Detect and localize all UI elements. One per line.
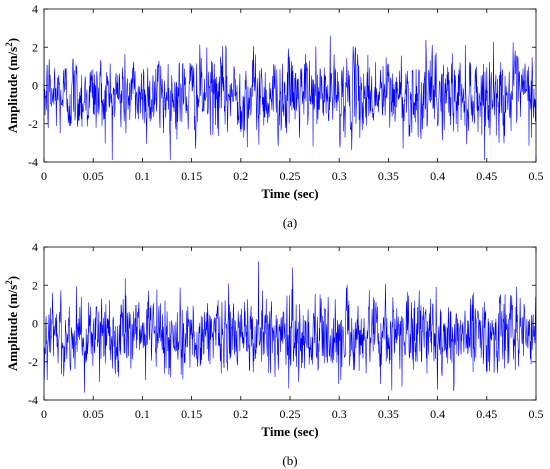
panel-label: (b)	[282, 453, 297, 468]
x-tick-label: 0.3	[332, 169, 347, 183]
y-tick-label: -4	[28, 155, 38, 169]
x-tick-label: 0.4	[430, 407, 445, 421]
x-tick-label: 0.1	[135, 169, 150, 183]
y-axis-title: Amplitude (m/s2)	[4, 38, 20, 133]
chart-panel-a: 0 0.05 0.1 0.15 0.2 0.25 0.3 0.35 0.4 0.45 0.5420-…	[4, 2, 544, 230]
y-tick-label: -2	[28, 117, 38, 131]
signal-line	[44, 35, 536, 161]
x-tick-label: 0.25	[280, 407, 301, 421]
x-tick-label: 0.45	[476, 169, 497, 183]
x-tick-label: 0.25	[280, 169, 301, 183]
x-tick-label: 0.4	[430, 169, 445, 183]
plot-frame	[43, 246, 537, 401]
y-tick-label: 2	[32, 40, 38, 54]
x-tick-label: 0.3	[332, 407, 347, 421]
x-tick-label: 0.2	[233, 407, 248, 421]
panel-label: (a)	[283, 215, 297, 230]
chart-panel-b: 0 0.05 0.1 0.15 0.2 0.25 0.3 0.35 0.4 0.45 0.5420-…	[4, 240, 544, 468]
y-axis-title: Amplitude (m/s2)	[4, 276, 20, 371]
x-tick-label: 0.45	[476, 407, 497, 421]
x-tick-label: 0.15	[181, 169, 202, 183]
x-tick-label: 0	[41, 407, 47, 421]
x-tick-label: 0.35	[378, 407, 399, 421]
y-tick-label: 2	[32, 278, 38, 292]
x-tick-label: 0.5	[529, 169, 544, 183]
x-tick-label: 0.05	[83, 407, 104, 421]
y-tick-label: 0	[32, 317, 38, 331]
y-tick-label: -4	[28, 393, 38, 407]
x-tick-label: 0.05	[83, 169, 104, 183]
y-tick-label: 4	[32, 240, 38, 254]
signal-line	[44, 261, 536, 393]
x-tick-label: 0.1	[135, 407, 150, 421]
x-tick-label: 0	[41, 169, 47, 183]
x-axis-title: Time (sec)	[261, 424, 318, 439]
x-tick-label: 0.35	[378, 169, 399, 183]
y-tick-label: 4	[32, 2, 38, 16]
x-tick-label: 0.15	[181, 407, 202, 421]
x-axis-title: Time (sec)	[261, 186, 318, 201]
x-tick-label: 0.5	[529, 407, 544, 421]
y-tick-label: -2	[28, 355, 38, 369]
x-tick-label: 0.2	[233, 169, 248, 183]
y-tick-label: 0	[32, 79, 38, 93]
